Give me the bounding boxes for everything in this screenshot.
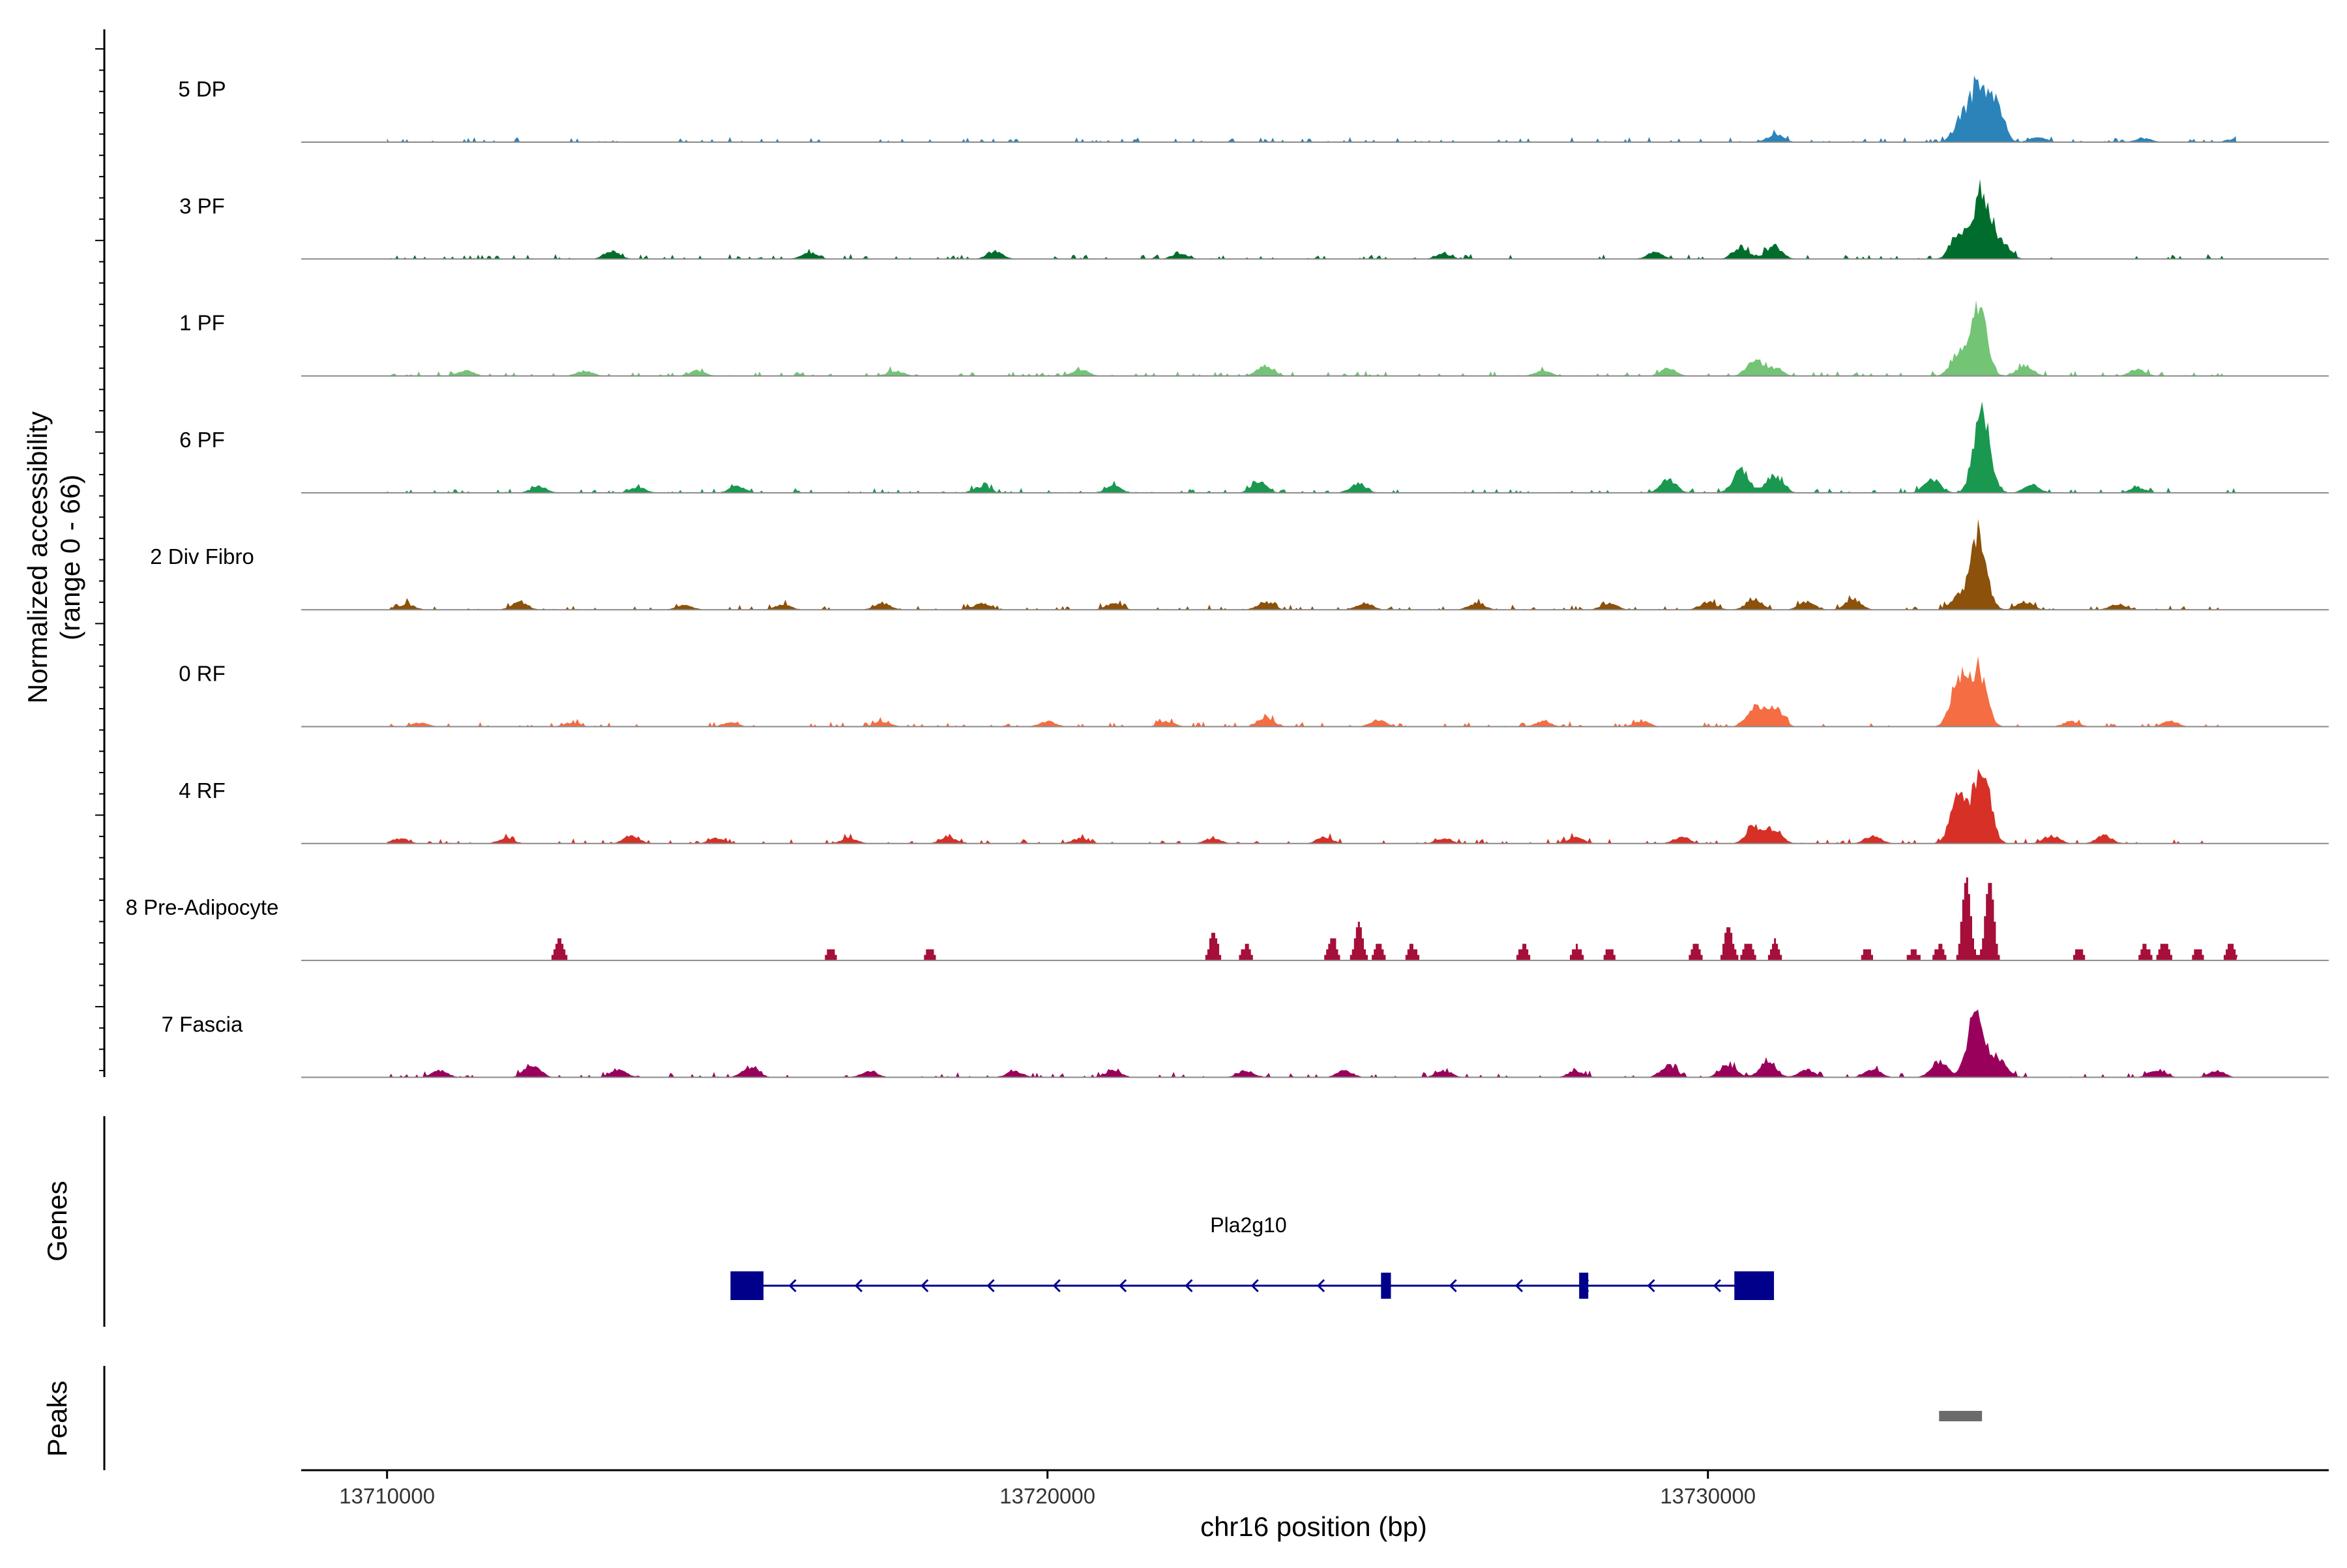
y-axis-title-line-1: Normalized accessibility [22,411,53,703]
gene-strand-arrow [921,1279,929,1293]
track-coverage-area [387,656,2237,727]
coverage-tracks: 5 DP 3 PF 1 PF 6 PF 2 Div Fibro 0 RF 4 RF 8 Pre… [126,76,2329,1078]
peaks-panel: Peaks [42,1366,1983,1470]
track-coverage-area [387,768,2237,844]
track-6-pf: 6 PF [179,401,2329,494]
track-coverage-area [387,401,2237,493]
track-label: 3 PF [179,194,225,218]
track-label: 6 PF [179,428,225,452]
track-coverage-area [387,76,2237,142]
y-axis-title: Normalized accessibility (range 0 - 66) [22,411,85,703]
track-7-fascia: 7 Fascia [162,1009,2329,1078]
gene-exon [1579,1273,1589,1299]
y-axis [95,29,106,1077]
genes-panel-title: Genes [42,1181,72,1262]
x-axis-ticks: 13710000 13720000 13730000 [339,1470,1756,1508]
gene-strand-arrow [1514,1279,1524,1293]
gene-model [730,1271,1775,1300]
gene-strand-arrow [854,1279,863,1293]
gene-strand-arrow [1316,1279,1325,1293]
gene-exon [1734,1271,1775,1300]
peak-region [1939,1411,1983,1421]
track-1-pf: 1 PF [179,300,2329,377]
track-label: 8 Pre-Adipocyte [126,895,279,919]
x-axis-tick-label: 13710000 [339,1484,435,1508]
gene-strand-arrow [1713,1279,1721,1293]
track-label: 5 DP [178,77,226,101]
x-axis-tick-label: 13730000 [1660,1484,1756,1508]
gene-strand-arrow [1119,1279,1127,1293]
track-coverage-area [387,179,2237,259]
track-8-pre-adipocyte: 8 Pre-Adipocyte [126,877,2329,962]
gene-strand-arrow [1052,1279,1061,1293]
x-axis-title: chr16 position (bp) [1200,1511,1427,1542]
track-coverage-area [387,1009,2237,1078]
track-label: 7 Fascia [162,1012,243,1036]
gene-strand-arrow [788,1279,797,1293]
track-3-pf: 3 PF [179,179,2329,260]
gene-strand-arrow [1647,1279,1655,1293]
track-0-rf: 0 RF [179,656,2329,728]
x-axis: 13710000 13720000 13730000 chr16 position … [301,1469,2329,1542]
peak-regions [1939,1411,1983,1421]
peaks-panel-title: Peaks [42,1381,72,1457]
track-label: 0 RF [179,662,226,686]
gene-strand-arrow [986,1279,995,1293]
track-5-dp: 5 DP [178,76,2329,143]
track-coverage-area [387,518,2237,610]
gene-strand-arrow [1250,1279,1259,1293]
track-4-rf: 4 RF [179,768,2329,844]
gene-strand-arrow [1449,1279,1457,1293]
gene-exon [1381,1273,1391,1299]
track-coverage-area [387,877,2238,961]
track-2-div-fibro: 2 Div Fibro [150,518,2329,611]
track-coverage-area [387,300,2237,376]
track-label: 2 Div Fibro [150,544,254,569]
gene-strand-arrow [1185,1279,1193,1293]
genes-panel: Genes Pla2g10 [42,1116,1775,1327]
x-axis-tick-label: 13720000 [999,1484,1095,1508]
gene-name-label: Pla2g10 [1210,1213,1286,1237]
track-label: 4 RF [179,778,226,803]
gene-exon [730,1271,764,1300]
y-axis-title-line-2: (range 0 - 66) [55,475,85,640]
track-label: 1 PF [179,311,225,335]
